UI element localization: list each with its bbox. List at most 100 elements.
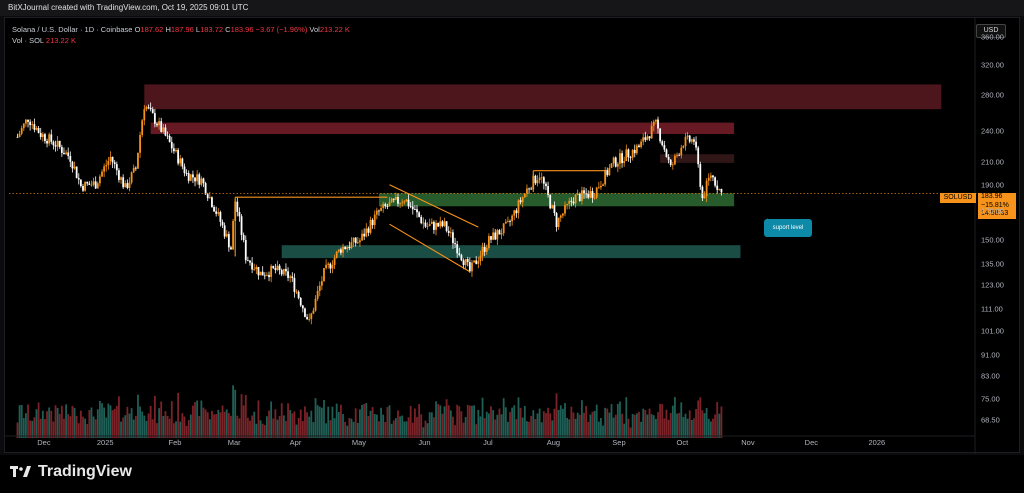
volume-bar — [225, 409, 228, 438]
candle-body — [688, 135, 691, 142]
candle-body — [428, 223, 431, 226]
volume-bar — [219, 412, 222, 438]
candle-body — [460, 255, 463, 261]
volume-bar — [631, 413, 634, 438]
volume-bar — [223, 411, 226, 438]
candle-body — [304, 308, 306, 317]
volume-bar — [263, 425, 266, 438]
volume-bar — [671, 405, 674, 438]
volume-bar — [156, 423, 158, 438]
candle-body — [553, 205, 556, 214]
candle-body — [122, 177, 125, 188]
candle-body — [583, 190, 585, 194]
price-chart-svg — [5, 18, 1013, 454]
candle-body — [388, 202, 391, 207]
volume-bar — [538, 408, 541, 438]
volume-bar — [536, 413, 539, 438]
candle-body — [227, 234, 230, 248]
volume-bar — [325, 423, 328, 438]
legend-open: 187.62 — [140, 25, 164, 34]
volume-bar — [492, 410, 495, 438]
candle-body — [593, 197, 596, 199]
volume-bar — [52, 421, 55, 438]
candle-body — [31, 124, 34, 126]
candle-body — [96, 183, 99, 189]
x-tick-label: Oct — [676, 438, 689, 447]
volume-bar — [627, 418, 630, 438]
y-tick-label: 170.00 — [981, 206, 1004, 216]
candle-body — [568, 200, 571, 204]
volume-bar — [411, 422, 414, 438]
volume-bar — [458, 406, 461, 438]
header-caption: BitXJournal created with TradingView.com… — [8, 3, 249, 12]
volume-bar — [67, 414, 70, 438]
candle-body — [471, 262, 473, 272]
volume-bar — [397, 410, 399, 438]
volume-bar — [179, 421, 182, 438]
candle-body — [255, 266, 258, 270]
volume-bar — [274, 409, 277, 438]
candle-body — [629, 157, 632, 158]
tradingview-logo[interactable]: TradingView — [10, 463, 132, 481]
candle-body — [405, 199, 408, 202]
volume-bar — [612, 417, 615, 438]
candle-body — [466, 259, 469, 263]
candle-body — [367, 228, 370, 233]
candle-body — [223, 225, 226, 237]
candle-body — [608, 167, 611, 176]
candle-body — [301, 305, 304, 309]
candle-body — [468, 262, 471, 272]
volume-bar — [487, 413, 490, 438]
volume-bar — [166, 415, 169, 438]
volume-bar — [75, 415, 78, 438]
candle-body — [208, 197, 211, 199]
volume-bar — [496, 414, 499, 438]
y-tick-label: 111.00 — [981, 304, 1003, 314]
candle-body — [149, 107, 152, 110]
legend-open-label: O — [134, 25, 141, 34]
candle-body — [253, 269, 256, 270]
volume-bar — [428, 412, 431, 438]
volume-bar — [308, 416, 311, 438]
candle-body — [94, 181, 97, 189]
volume-bar — [304, 406, 306, 438]
candle-body — [610, 163, 613, 168]
volume-bar — [604, 407, 607, 438]
support-level-note[interactable]: suport level — [764, 219, 812, 237]
candle-body — [198, 174, 201, 185]
volume-bar — [701, 410, 704, 438]
candle-body — [249, 260, 251, 263]
volume-bar — [437, 404, 440, 438]
candle-body — [280, 270, 283, 275]
candle-body — [720, 188, 723, 193]
candle-body — [46, 141, 48, 144]
volume-bar — [77, 423, 80, 438]
volume-bar — [684, 413, 687, 438]
candle-body — [614, 157, 617, 167]
volume-bar — [479, 416, 482, 438]
candle-body — [534, 175, 537, 184]
volume-bar — [669, 413, 672, 438]
volume-bar — [578, 414, 581, 438]
candle-body — [244, 240, 247, 261]
candle-body — [536, 180, 539, 184]
x-tick-label: Aug — [546, 438, 561, 447]
candle-body — [397, 197, 399, 204]
volume-bar — [280, 403, 283, 438]
volume-bar — [619, 401, 621, 438]
volume-bar — [160, 401, 163, 438]
candle-body — [232, 220, 234, 250]
volume-bar — [153, 395, 156, 438]
volume-bar — [595, 404, 598, 438]
candle-body — [162, 127, 165, 132]
y-tick-label: 360.00 — [981, 32, 1004, 42]
currency-badge[interactable]: USD — [976, 24, 1006, 38]
candle-body — [678, 154, 681, 156]
candle-body — [519, 200, 522, 203]
candle-body — [661, 141, 664, 146]
candle-body — [386, 206, 389, 207]
candle-body — [25, 119, 27, 124]
chart-area[interactable] — [4, 17, 1020, 454]
candle-body — [109, 156, 112, 162]
candle-body — [107, 161, 110, 166]
